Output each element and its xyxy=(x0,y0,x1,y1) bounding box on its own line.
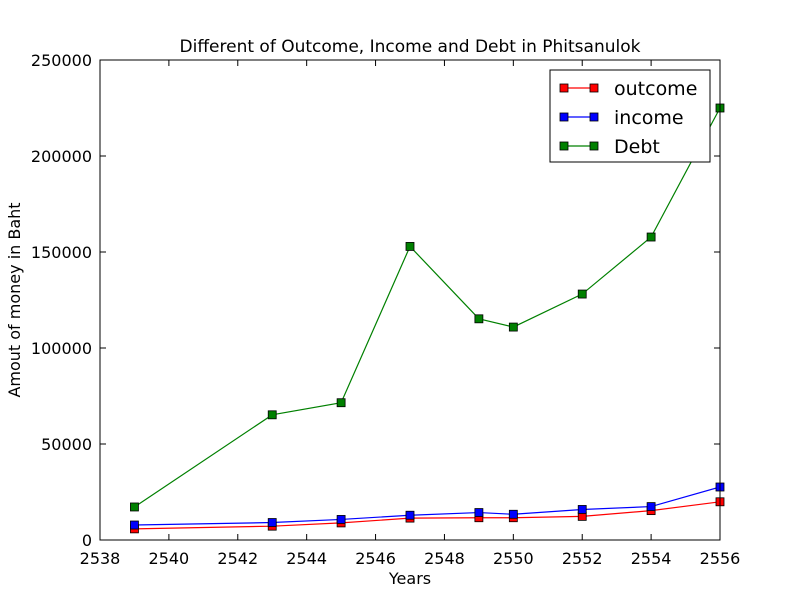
x-tick-label-4: 2546 xyxy=(355,549,396,568)
series-point-debt-7 xyxy=(646,232,656,242)
series-point-income-1 xyxy=(267,518,277,527)
plot-frame xyxy=(99,59,721,541)
x-tick-label-2: 2542 xyxy=(217,549,258,568)
x-tick-label-5: 2548 xyxy=(424,549,465,568)
series-point-income-6 xyxy=(577,505,587,514)
y-tick-label-5: 250000 xyxy=(31,51,92,70)
series-point-debt-4 xyxy=(474,314,484,324)
y-axis-label: Amout of money in Baht xyxy=(5,202,24,397)
series-point-debt-2 xyxy=(336,398,346,408)
series-point-income-7 xyxy=(646,502,656,511)
series-point-income-4 xyxy=(474,508,484,517)
y-axis-ticks: 0 50000 100000 150000 200000 250000 xyxy=(31,51,720,550)
legend-label-debt: Debt xyxy=(614,136,660,158)
chart-title: Different of Outcome, Income and Debt in… xyxy=(180,37,641,57)
legend-marker-left-debt xyxy=(559,141,569,151)
legend-box xyxy=(549,69,711,163)
y-tick-label-2: 100000 xyxy=(31,339,92,358)
series-point-income-0 xyxy=(130,520,139,530)
x-tick-label-8: 2554 xyxy=(631,549,672,568)
x-tick-label-3: 2544 xyxy=(286,549,327,568)
x-axis-ticks: 2538 2540 2542 2544 2546 2548 2550 2552 2554 2556 xyxy=(80,60,741,568)
legend-label-outcome: outcome xyxy=(614,78,697,100)
series-point-debt-6 xyxy=(577,289,587,299)
legend-label-income: income xyxy=(614,107,684,129)
series-point-income-3 xyxy=(405,510,415,520)
series-point-debt-0 xyxy=(130,502,139,512)
legend-marker-right-income xyxy=(589,112,599,122)
y-tick-label-1: 50000 xyxy=(41,435,92,454)
x-tick-label-7: 2552 xyxy=(562,549,603,568)
x-axis-label: Years xyxy=(388,569,431,588)
series-point-income-5 xyxy=(508,509,518,519)
series-point-debt-5 xyxy=(508,322,518,332)
legend-marker-right-outcome xyxy=(589,83,599,93)
y-tick-label-4: 200000 xyxy=(31,147,92,166)
x-tick-label-1: 2540 xyxy=(149,549,190,568)
legend-marker-left-outcome xyxy=(559,83,569,93)
x-tick-label-0: 2538 xyxy=(80,549,121,568)
legend-marker-left-income xyxy=(559,112,569,122)
series-point-income-2 xyxy=(336,515,346,524)
y-tick-label-3: 150000 xyxy=(31,243,92,262)
x-tick-label-9: 2556 xyxy=(700,549,741,568)
series-point-debt-1 xyxy=(267,410,277,420)
series-point-debt-3 xyxy=(405,242,415,251)
legend-marker-right-debt xyxy=(589,141,599,151)
legend: outcome income Debt xyxy=(549,69,711,163)
y-tick-label-0: 0 xyxy=(82,531,92,550)
x-tick-label-6: 2550 xyxy=(493,549,534,568)
